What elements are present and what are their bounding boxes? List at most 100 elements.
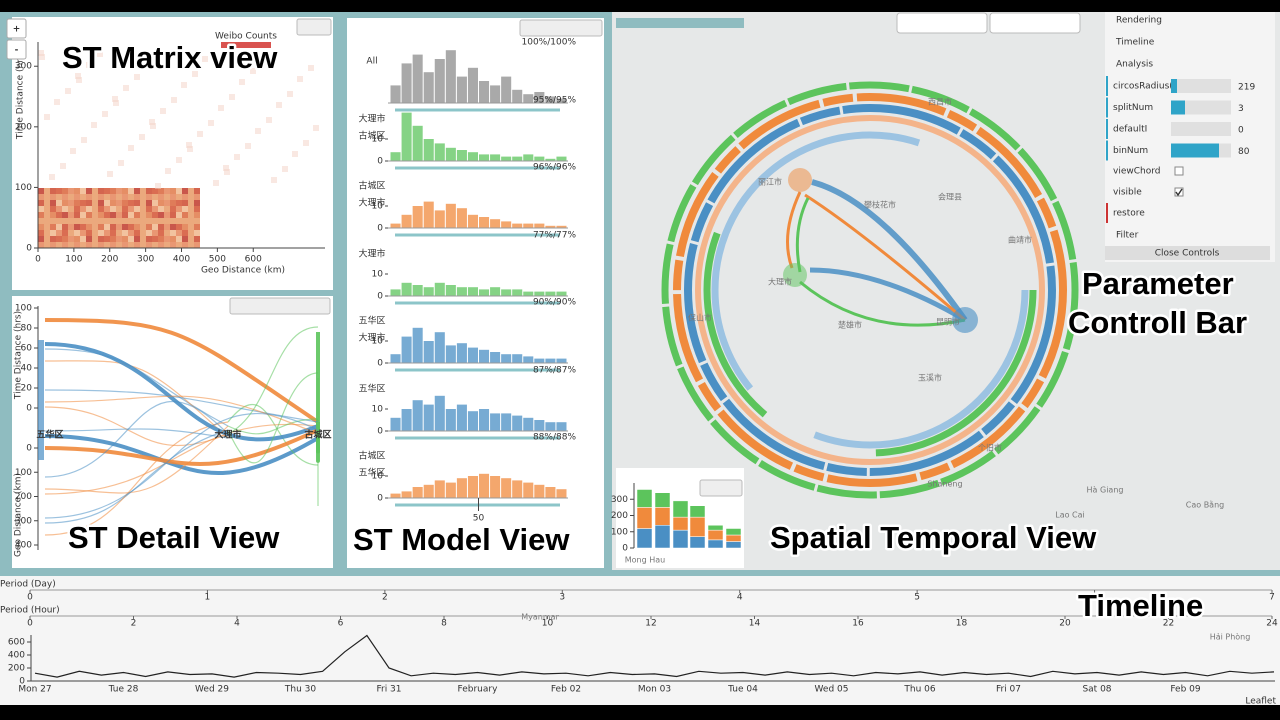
heat-cell: [74, 206, 80, 212]
attribution[interactable]: Leaflet: [1245, 697, 1276, 707]
heat-cell: [38, 200, 44, 206]
heat-cell: [56, 194, 62, 200]
control-tab[interactable]: Analysis: [1116, 60, 1153, 70]
histogram-bar: [501, 221, 512, 228]
slider-accent: [1106, 140, 1108, 161]
node[interactable]: [788, 168, 812, 192]
heat-cell: [104, 188, 110, 194]
row-label: 五华区: [358, 315, 385, 327]
map-label: 昆明市: [936, 317, 960, 327]
detail-toolbar[interactable]: [229, 297, 331, 315]
slider-label[interactable]: splitNum: [1113, 103, 1153, 113]
heat-cell: [182, 236, 188, 242]
heat-cell: [152, 194, 158, 200]
heat-cell: [110, 194, 116, 200]
map-label: 曲靖市: [1008, 235, 1032, 245]
heat-cell: [158, 236, 164, 242]
heat-cell: [104, 242, 110, 248]
heat-cell: [97, 51, 103, 57]
heat-cell: [213, 180, 219, 186]
heat-cell: [146, 206, 152, 212]
histogram-bar: [523, 94, 534, 103]
heat-cell: [122, 200, 128, 206]
stacked-bar: [707, 529, 724, 541]
close-button[interactable]: Close Controls: [1155, 249, 1220, 259]
heat-cell: [68, 236, 74, 242]
slider-label[interactable]: defaultI: [1113, 125, 1147, 135]
zoom-button[interactable]: [6, 18, 27, 39]
zoom-label[interactable]: +: [13, 25, 21, 35]
histogram-bar: [423, 287, 434, 296]
heat-cell: [134, 212, 140, 218]
stacked-toolbar[interactable]: [699, 479, 743, 497]
slider-fill: [1171, 100, 1185, 115]
map-label: 大理市: [768, 277, 792, 287]
slider-label[interactable]: circosRadius(: [1113, 82, 1173, 92]
check-label[interactable]: visible: [1113, 188, 1142, 198]
heat-cell: [140, 188, 146, 194]
flow-curve: [44, 434, 320, 475]
filter-tab[interactable]: Filter: [1116, 231, 1139, 241]
node[interactable]: [783, 263, 807, 287]
y-tick-label: 10: [372, 135, 384, 145]
y-tick-label: 40: [21, 364, 33, 374]
heat-cell: [50, 242, 56, 248]
flow-curve: [44, 318, 320, 424]
control-tab[interactable]: Rendering: [1116, 16, 1162, 26]
histogram-bar: [490, 154, 501, 161]
slider-label[interactable]: binNum: [1113, 146, 1148, 156]
x-tick-label: 300: [137, 255, 154, 265]
histogram-bar: [390, 223, 401, 228]
heat-cell: [176, 230, 182, 236]
heat-cell: [182, 242, 188, 248]
matrix-toolbar[interactable]: [296, 18, 332, 36]
checkbox[interactable]: [1174, 166, 1184, 176]
heat-cell: [140, 194, 146, 200]
heat-cell: [152, 206, 158, 212]
histogram-bar: [523, 223, 534, 228]
restore-button[interactable]: restore: [1113, 209, 1145, 219]
heat-cell: [80, 200, 86, 206]
slider-track[interactable]: [1171, 100, 1231, 115]
y-tick-label: 10: [372, 270, 384, 280]
slider-track[interactable]: [1171, 122, 1231, 136]
heat-cell: [140, 200, 146, 206]
heat-cell: [308, 65, 314, 71]
circos: [661, 81, 1079, 499]
heat-cell: [176, 200, 182, 206]
node[interactable]: [952, 307, 978, 333]
heat-cell: [116, 242, 122, 248]
control-tab[interactable]: Timeline: [1115, 38, 1155, 48]
heat-cell: [164, 188, 170, 194]
heat-cell: [229, 94, 235, 100]
y-tick-label: 0: [622, 544, 628, 554]
heat-cell: [44, 194, 50, 200]
histogram-bar: [545, 358, 556, 363]
heat-cell: [92, 230, 98, 236]
stacked-bar: [636, 507, 653, 529]
histogram-bar: [445, 345, 456, 363]
slider-track[interactable]: [1171, 79, 1231, 93]
heat-cell: [110, 236, 116, 242]
check-label[interactable]: viewChord: [1113, 167, 1160, 177]
histogram-bar: [467, 152, 478, 161]
close-bar[interactable]: [1105, 246, 1270, 260]
day-tick-label: 0: [27, 593, 33, 603]
model-toolbar[interactable]: [519, 19, 603, 37]
heat-cell: [271, 177, 277, 183]
y-tick-label: 100: [15, 304, 32, 314]
flow-curve: [227, 403, 319, 466]
toolbar-group[interactable]: [989, 12, 1081, 34]
heat-cell: [134, 200, 140, 206]
zoom-label[interactable]: -: [15, 46, 19, 56]
heat-cell: [188, 200, 194, 206]
histogram-bar: [390, 417, 401, 431]
day-tick-label: 4: [737, 593, 743, 603]
checkbox[interactable]: [1174, 187, 1184, 197]
toolbar-group[interactable]: [896, 12, 988, 34]
zoom-button[interactable]: [6, 39, 27, 60]
y-tick-label: 0: [377, 427, 383, 437]
histogram-bar: [479, 217, 490, 228]
histogram-bar: [556, 489, 567, 498]
row-label: 五华区: [358, 467, 385, 479]
